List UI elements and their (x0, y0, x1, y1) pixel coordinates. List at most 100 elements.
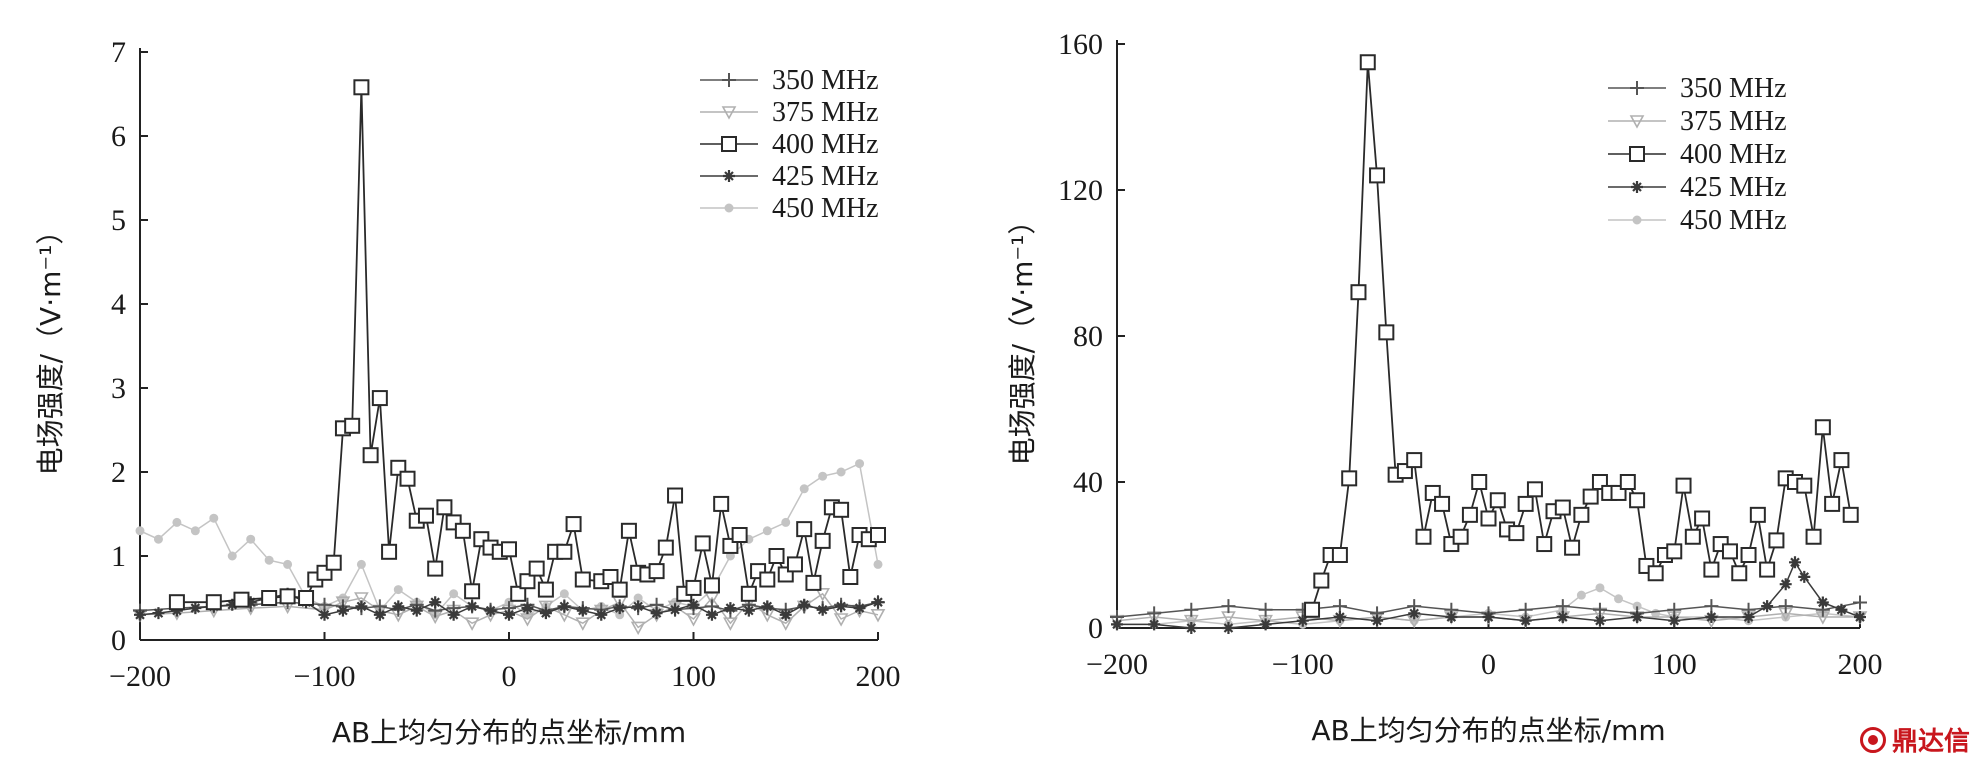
chart-1: 0 1 2 3 4 5 6 7 −200 −100 0 100 200 AB上均匀分布的点坐标/mm 电场强… (34, 36, 901, 749)
data-point (190, 526, 200, 536)
data-point (1564, 539, 1581, 556)
data-point (833, 613, 849, 627)
x-axis-label: AB上均匀分布的点坐标/mm (1311, 714, 1665, 747)
data-point (417, 507, 434, 524)
y-axis-label: 电场强度/（V·m⁻¹） (34, 217, 67, 476)
data-point (503, 608, 515, 621)
data-point (650, 607, 663, 620)
x-tick-label: −100 (1272, 648, 1334, 681)
data-point (264, 555, 274, 565)
data-point (1408, 607, 1421, 620)
x-tick-label: 200 (1838, 648, 1883, 681)
data-point (1519, 614, 1532, 627)
data-point (595, 608, 608, 621)
data-point (1582, 488, 1599, 505)
data-point (519, 573, 536, 590)
data-point (1704, 599, 1719, 614)
data-point (1536, 536, 1553, 553)
data-point (574, 571, 591, 588)
data-point (227, 551, 237, 561)
y-tick-label: 160 (1058, 28, 1103, 61)
data-point (1778, 599, 1793, 614)
data-point (1788, 556, 1801, 569)
data-point (1258, 602, 1273, 617)
watermark-logo-icon (1859, 726, 1886, 753)
series-400-mhz (168, 79, 886, 611)
data-point (669, 603, 682, 616)
data-point (261, 590, 278, 606)
data-point (1489, 492, 1506, 509)
series-425-mhz (134, 587, 884, 621)
data-point (355, 600, 368, 613)
x-tick-label: 200 (856, 660, 901, 693)
y-axis-label: 电场强度/（V·m⁻¹） (1006, 207, 1039, 466)
data-point (354, 592, 369, 606)
data-point (796, 521, 813, 538)
data-point (371, 390, 388, 407)
legend-marker (723, 170, 735, 182)
data-point (447, 608, 460, 621)
y-tick-label: 2 (111, 456, 126, 489)
series-425-mhz (1111, 556, 1866, 634)
data-point (1759, 561, 1776, 578)
data-point (356, 559, 366, 569)
data-point (344, 417, 361, 434)
data-point (1554, 499, 1571, 516)
data-point (814, 532, 831, 549)
data-point (410, 604, 423, 617)
data-point (1434, 495, 1451, 512)
data-point (1445, 611, 1458, 624)
legend-marker (1631, 181, 1643, 193)
data-point (1452, 528, 1469, 545)
data-point (1805, 528, 1822, 545)
data-point (1721, 543, 1738, 560)
data-point (685, 579, 702, 596)
data-point (1147, 606, 1162, 621)
data-point (1647, 565, 1664, 582)
data-point (325, 554, 342, 571)
data-point (1576, 590, 1586, 600)
data-point (724, 602, 737, 615)
x-tick-label: −100 (294, 660, 356, 693)
data-point (565, 516, 582, 533)
data-point (335, 596, 351, 610)
legend-label: 400 MHz (772, 129, 879, 160)
data-point (436, 499, 453, 516)
data-point (1761, 600, 1774, 613)
data-point (1593, 614, 1606, 627)
data-point (392, 600, 405, 613)
data-point (399, 470, 416, 487)
y-tick-label: 4 (111, 288, 126, 321)
data-point (1666, 543, 1683, 560)
data-point (1480, 510, 1497, 527)
data-point (556, 543, 573, 560)
data-point (484, 604, 497, 617)
data-point (226, 598, 239, 611)
data-point (1517, 495, 1534, 512)
data-point (539, 607, 552, 620)
data-point (279, 588, 296, 605)
legend-label: 450 MHz (772, 193, 879, 224)
data-point (510, 585, 527, 602)
data-point (1853, 595, 1867, 610)
data-point (816, 603, 829, 616)
data-point (815, 588, 830, 602)
data-point (1526, 481, 1543, 498)
data-point (427, 560, 444, 577)
legend-label: 400 MHz (1680, 139, 1787, 170)
data-point (1694, 510, 1711, 527)
data-point (135, 526, 145, 536)
series-400-mhz (1304, 54, 1859, 618)
data-point (1668, 614, 1681, 627)
data-point (1222, 622, 1235, 634)
data-point (1259, 618, 1272, 631)
legend-label: 375 MHz (772, 97, 879, 128)
data-point (630, 621, 646, 636)
data-point (168, 594, 185, 611)
x-tick-label: −200 (1086, 648, 1148, 681)
data-point (170, 604, 183, 617)
data-point (1518, 602, 1533, 617)
data-point (1555, 599, 1570, 614)
legend-label: 350 MHz (772, 65, 879, 96)
data-point (1749, 506, 1766, 523)
